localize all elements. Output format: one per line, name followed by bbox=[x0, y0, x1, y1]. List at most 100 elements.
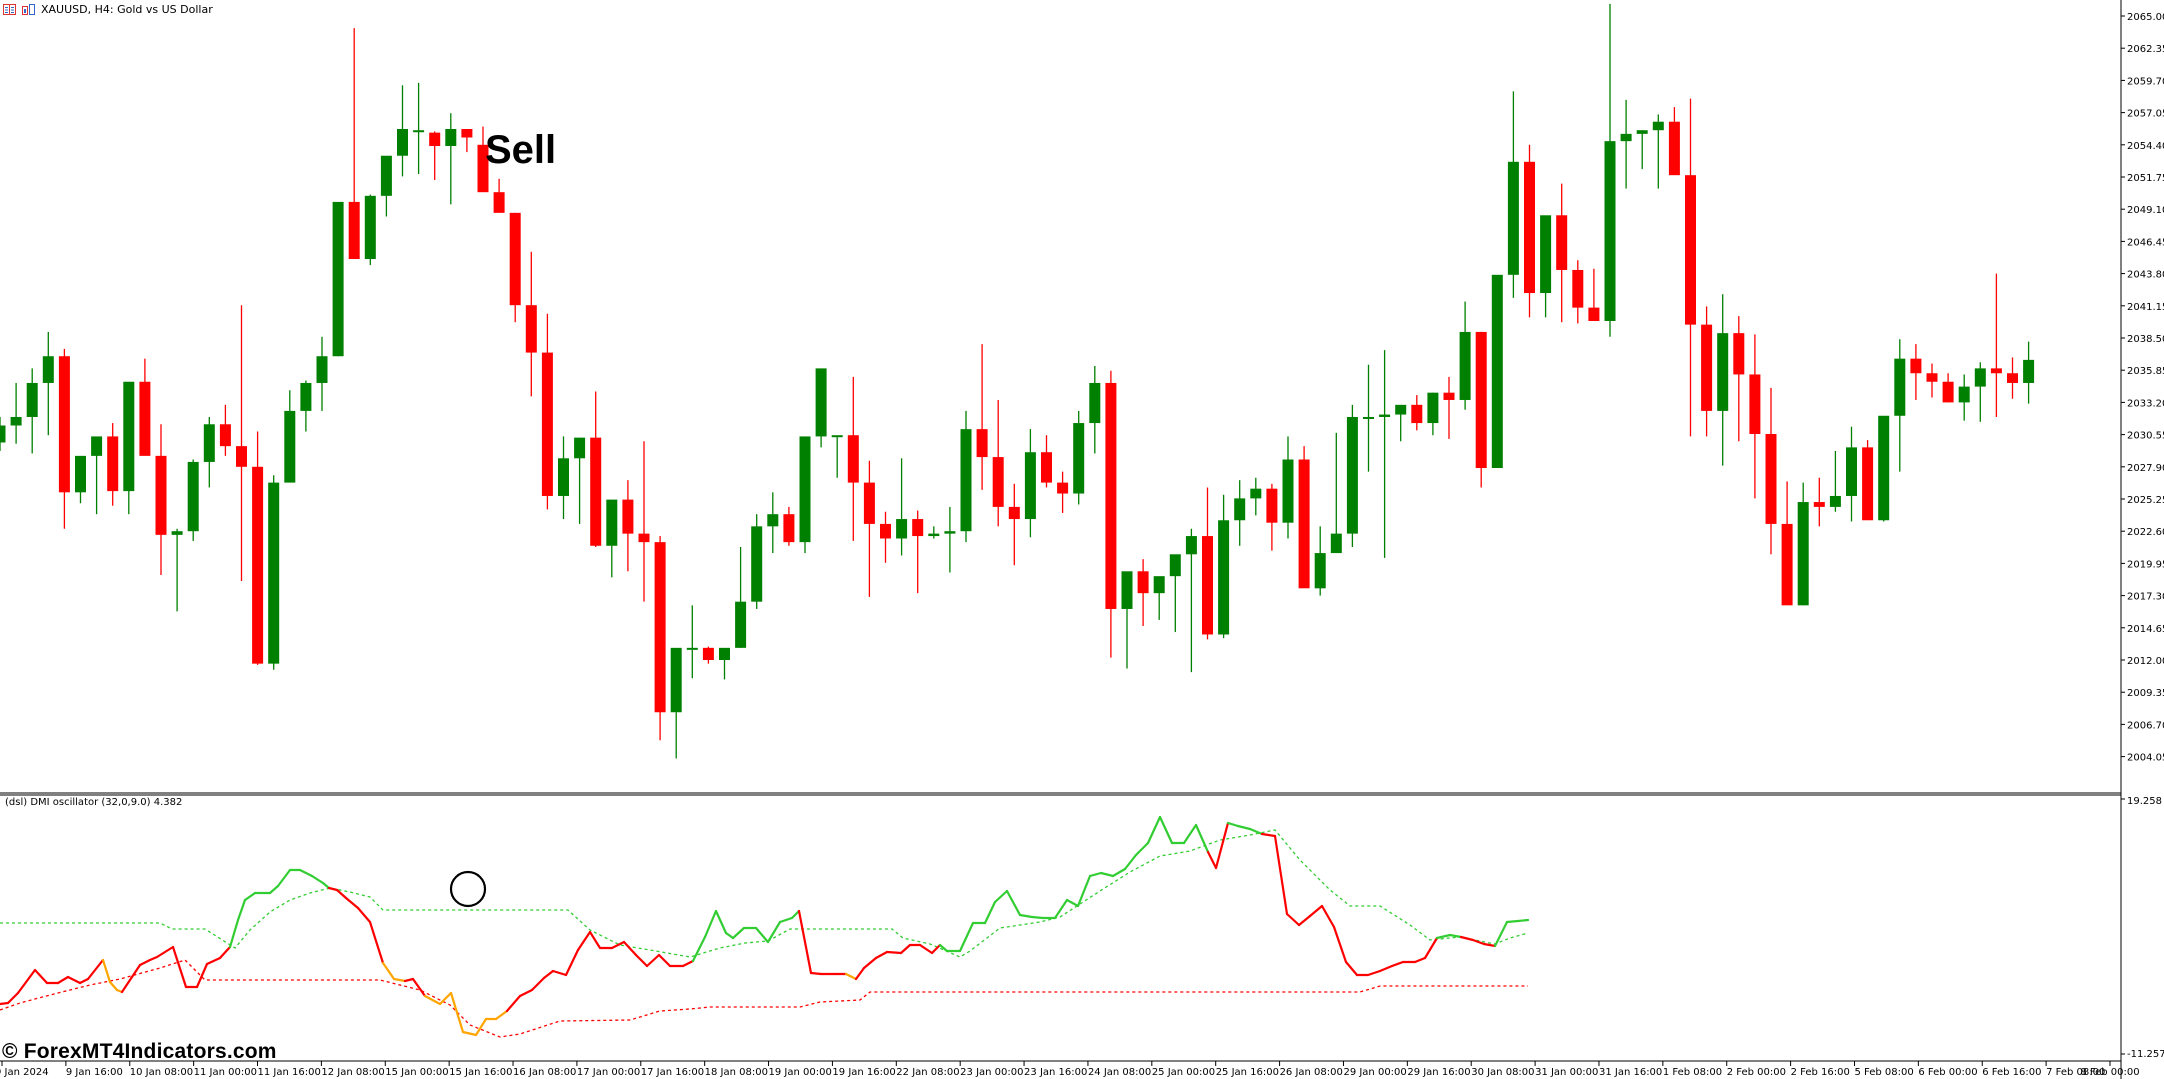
osc-segment bbox=[392, 977, 407, 983]
osc-segment bbox=[1236, 824, 1252, 831]
candle bbox=[1395, 404, 1407, 442]
candle bbox=[863, 460, 875, 597]
candle bbox=[107, 423, 119, 506]
candle bbox=[928, 526, 940, 539]
osc-segment bbox=[310, 874, 325, 885]
price-tick-label: 2017.30 bbox=[2127, 592, 2164, 603]
candle bbox=[1073, 410, 1085, 505]
candle bbox=[1024, 429, 1036, 538]
chart-properties-icon[interactable] bbox=[22, 3, 35, 15]
candle bbox=[847, 376, 859, 541]
osc-segment bbox=[148, 955, 159, 962]
osc-segment bbox=[1018, 913, 1034, 919]
osc-segment bbox=[1088, 871, 1103, 878]
candle bbox=[992, 399, 1004, 527]
osc-segment bbox=[645, 953, 661, 968]
osc-segment bbox=[195, 962, 209, 989]
candle bbox=[2023, 341, 2035, 404]
time-tick-label: 7 Feb 08:00 bbox=[2046, 1067, 2105, 1078]
candle bbox=[1475, 331, 1487, 488]
time-tick-label: 26 Jan 08:00 bbox=[1280, 1067, 1343, 1078]
candle bbox=[380, 155, 392, 217]
candle bbox=[316, 336, 328, 411]
osc-segment bbox=[155, 945, 175, 959]
candle bbox=[1379, 350, 1391, 558]
price-tick-label: 2049.10 bbox=[2127, 205, 2164, 216]
osc-segment bbox=[321, 881, 331, 890]
osc-segment bbox=[1308, 904, 1324, 918]
candle bbox=[429, 131, 441, 181]
candle bbox=[58, 348, 70, 529]
candle bbox=[1491, 274, 1503, 469]
candle bbox=[445, 113, 457, 205]
osc-segment bbox=[16, 968, 37, 995]
osc-segment bbox=[1471, 938, 1486, 946]
candle bbox=[1846, 426, 1857, 522]
time-tick-label: 8 Feb 00:00 bbox=[2080, 1067, 2139, 1078]
candle bbox=[1282, 436, 1294, 539]
osc-segment bbox=[930, 943, 942, 955]
osc-segment bbox=[542, 969, 555, 980]
price-tick-label: 2004.05 bbox=[2127, 753, 2164, 764]
osc-segment bbox=[494, 1009, 509, 1021]
time-tick-label: 17 Jan 16:00 bbox=[641, 1067, 704, 1078]
candle bbox=[397, 85, 408, 177]
candle bbox=[831, 435, 843, 478]
time-tick-label: 16 Jan 08:00 bbox=[513, 1067, 576, 1078]
candle bbox=[735, 546, 747, 648]
candle bbox=[606, 499, 618, 578]
candle bbox=[1298, 446, 1310, 589]
osc-segment bbox=[714, 909, 728, 935]
osc-segment bbox=[356, 906, 372, 924]
osc-segment bbox=[423, 994, 442, 1006]
candle bbox=[1733, 316, 1745, 442]
osc-segment bbox=[6, 991, 20, 1005]
osc-segment bbox=[1344, 960, 1359, 977]
candle bbox=[1507, 91, 1519, 298]
price-tick-label: 2012.00 bbox=[2127, 656, 2164, 667]
osc-segment bbox=[411, 977, 427, 998]
candle bbox=[815, 368, 827, 448]
osc-segment bbox=[335, 888, 348, 900]
list-icon[interactable] bbox=[3, 3, 16, 15]
osc-segment bbox=[344, 896, 360, 910]
osc-segment bbox=[731, 926, 746, 940]
osc-segment bbox=[1320, 904, 1336, 929]
candle bbox=[1894, 339, 1906, 472]
candle bbox=[767, 492, 779, 554]
chart-title-bar: XAUUSD, H4: Gold vs US Dollar bbox=[3, 1, 213, 17]
price-tick-label: 2065.00 bbox=[2127, 12, 2164, 23]
osc-segment bbox=[576, 930, 592, 952]
time-tick-label: 2 Feb 00:00 bbox=[1727, 1067, 1786, 1078]
time-tick-label: 9 Jan 16:00 bbox=[66, 1067, 123, 1078]
time-tick-label: 31 Jan 00:00 bbox=[1535, 1067, 1598, 1078]
candle bbox=[1363, 364, 1374, 472]
osc-segment bbox=[530, 976, 546, 992]
candle bbox=[1685, 98, 1696, 437]
candle bbox=[1717, 294, 1729, 466]
candle bbox=[1765, 387, 1777, 555]
candle bbox=[1314, 526, 1326, 596]
candle bbox=[670, 647, 682, 759]
osc-min-label: -11.257 bbox=[2127, 1049, 2164, 1060]
candle bbox=[1556, 183, 1568, 323]
candle bbox=[799, 436, 811, 554]
time-tick-label: 12 Jan 08:00 bbox=[321, 1067, 384, 1078]
candle bbox=[1202, 487, 1213, 640]
candle bbox=[1137, 559, 1149, 626]
osc-segment bbox=[610, 940, 626, 950]
crossover-circle bbox=[449, 870, 487, 908]
osc-segment bbox=[1297, 914, 1312, 927]
price-tick-label: 2041.15 bbox=[2127, 302, 2164, 313]
osc-segment bbox=[78, 977, 90, 985]
osc-segment bbox=[564, 948, 580, 977]
candle bbox=[236, 305, 247, 582]
osc-segment bbox=[327, 886, 339, 892]
candle bbox=[1910, 344, 1922, 400]
time-tick-label: 1 Feb 08:00 bbox=[1663, 1067, 1722, 1078]
osc-segment bbox=[461, 1030, 478, 1037]
candle bbox=[139, 358, 151, 456]
price-tick-label: 2057.05 bbox=[2127, 109, 2164, 120]
osc-segment bbox=[33, 968, 49, 985]
